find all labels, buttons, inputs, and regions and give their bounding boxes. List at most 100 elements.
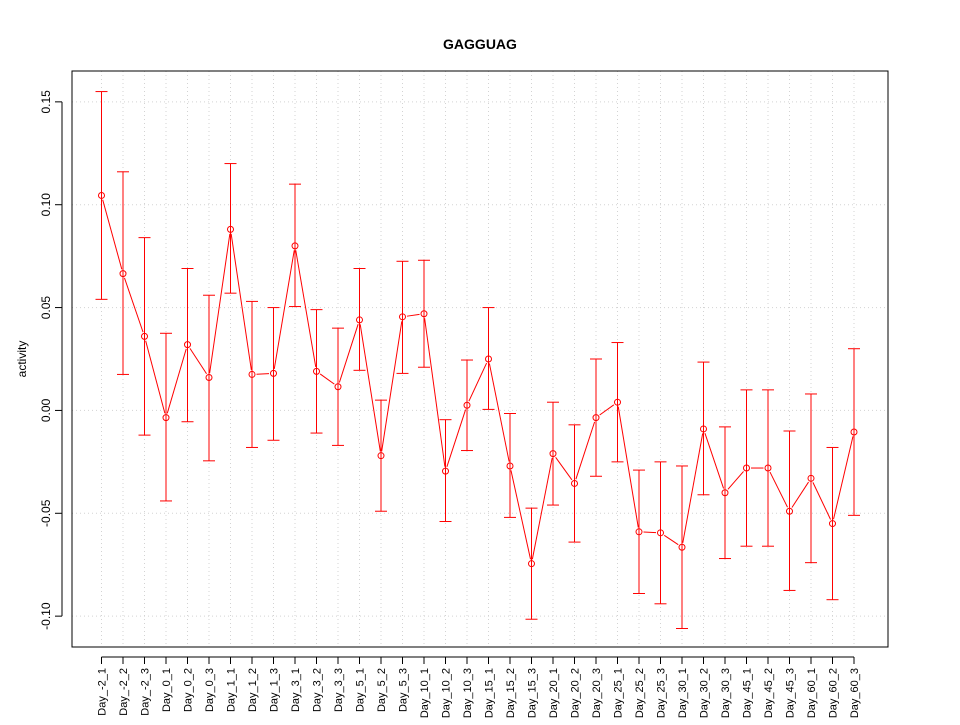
data-point [743, 464, 750, 472]
series-line-segment [256, 373, 270, 375]
series-line-segment [833, 436, 854, 520]
data-point [291, 242, 299, 250]
series-line-segment [704, 433, 725, 489]
x-tick-label: Day_10_2 [441, 668, 453, 718]
x-tick-label: Day_-2_3 [140, 668, 152, 716]
x-tick-label: Day_15_2 [505, 668, 517, 718]
data-point [635, 528, 643, 536]
data-point [657, 529, 664, 537]
data-point [592, 414, 600, 422]
x-tick-label: Day_10_3 [462, 668, 474, 718]
series-line-segment [488, 363, 510, 462]
x-tick-label: Day_1_1 [226, 668, 238, 712]
x-tick-label: Day_25_3 [656, 668, 668, 718]
data-point [377, 452, 385, 460]
x-tick-label: Day_1_3 [269, 668, 281, 712]
y-tick-label: 0.10 [39, 193, 53, 217]
data-point [506, 462, 514, 470]
x-tick-label: Day_30_3 [720, 668, 732, 718]
x-tick-label: Day_5_1 [355, 668, 367, 712]
series-line-segment [682, 433, 704, 543]
data-point [356, 316, 363, 324]
data-point [270, 369, 277, 377]
series-line-segment [406, 313, 420, 317]
series-line-segment [531, 457, 553, 560]
plot-frame [71, 70, 889, 648]
point-layer [98, 191, 858, 568]
series-line-segment [102, 199, 123, 270]
series-line-segment [424, 318, 446, 467]
x-tick-label: Day_30_2 [699, 668, 711, 718]
x-tick-label: Day_5_3 [398, 668, 410, 712]
x-tick-label: Day_3_1 [290, 668, 302, 712]
x-tick-label: Day_20_2 [570, 668, 582, 718]
x-tick-label: Day_25_1 [613, 668, 625, 718]
y-axis-label: activity [15, 341, 29, 378]
data-point [549, 450, 557, 458]
data-point [786, 507, 793, 515]
y-tick-label: -0.10 [39, 602, 53, 630]
series-line-segment [209, 233, 231, 374]
data-point [98, 191, 105, 199]
data-point [313, 367, 320, 375]
data-point [248, 370, 256, 378]
series-line-segment [189, 348, 207, 375]
series-line-segment [273, 250, 295, 370]
series-line-segment [446, 409, 467, 467]
data-point [700, 425, 707, 433]
series-line-segment [381, 321, 403, 452]
x-tick-label: Day_1_2 [247, 668, 259, 712]
x-tick-label: Day_0_1 [161, 668, 173, 712]
data-point [205, 374, 213, 382]
x-tick-label: Day_15_3 [527, 668, 539, 718]
x-tick-label: Day_45_1 [742, 668, 754, 718]
series-line-segment [663, 534, 679, 546]
y-axis: -0.10 -0.05 0.00 0.05 0.10 0.15 [39, 90, 63, 630]
x-tick-label: Day_20_1 [548, 668, 560, 718]
data-point [807, 474, 815, 482]
data-point [764, 464, 772, 472]
x-tick-label: Day_60_2 [828, 668, 840, 718]
chart-title: GAGGUAG [443, 36, 517, 52]
x-tick-label: Day_0_2 [183, 668, 195, 712]
x-tick-label: Day_-2_1 [97, 668, 109, 716]
data-point [399, 313, 406, 321]
series-line-segment [510, 470, 532, 560]
series-line-segment [727, 471, 744, 490]
series-line-segment [599, 404, 615, 416]
data-point [463, 401, 471, 409]
series-line-segment [812, 482, 832, 520]
x-tick-label: Day_5_2 [376, 668, 388, 712]
series-line-segment [166, 348, 187, 414]
y-tick-label: 0.05 [39, 296, 53, 320]
data-point [850, 428, 858, 436]
series-line-segment [575, 421, 596, 480]
x-tick-label: Day_3_2 [312, 668, 324, 712]
y-tick-label: -0.05 [39, 499, 53, 527]
x-tick-label: Day_45_2 [763, 668, 775, 718]
data-point [571, 479, 578, 487]
data-point [162, 414, 170, 422]
x-tick-label: Day_25_2 [634, 668, 646, 718]
series-line-segment [791, 481, 809, 508]
series-line-segment [230, 233, 252, 371]
x-tick-label: Day_15_1 [484, 668, 496, 718]
data-point [614, 398, 621, 406]
data-point [227, 225, 234, 233]
series-line-segment [319, 373, 335, 385]
x-tick-label: Day_60_3 [849, 668, 861, 718]
series-line-segment [617, 406, 639, 528]
data-point [528, 560, 535, 568]
y-tick-label: 0.15 [39, 90, 53, 114]
y-tick-label: 0.00 [39, 398, 53, 422]
series-line-segment [555, 456, 573, 481]
data-point [678, 543, 686, 551]
data-point [141, 332, 148, 340]
x-tick-label: Day_0_3 [204, 668, 216, 712]
series-line-segment [359, 324, 381, 452]
series-line-segment [295, 250, 317, 367]
series-line-segment [145, 340, 166, 414]
